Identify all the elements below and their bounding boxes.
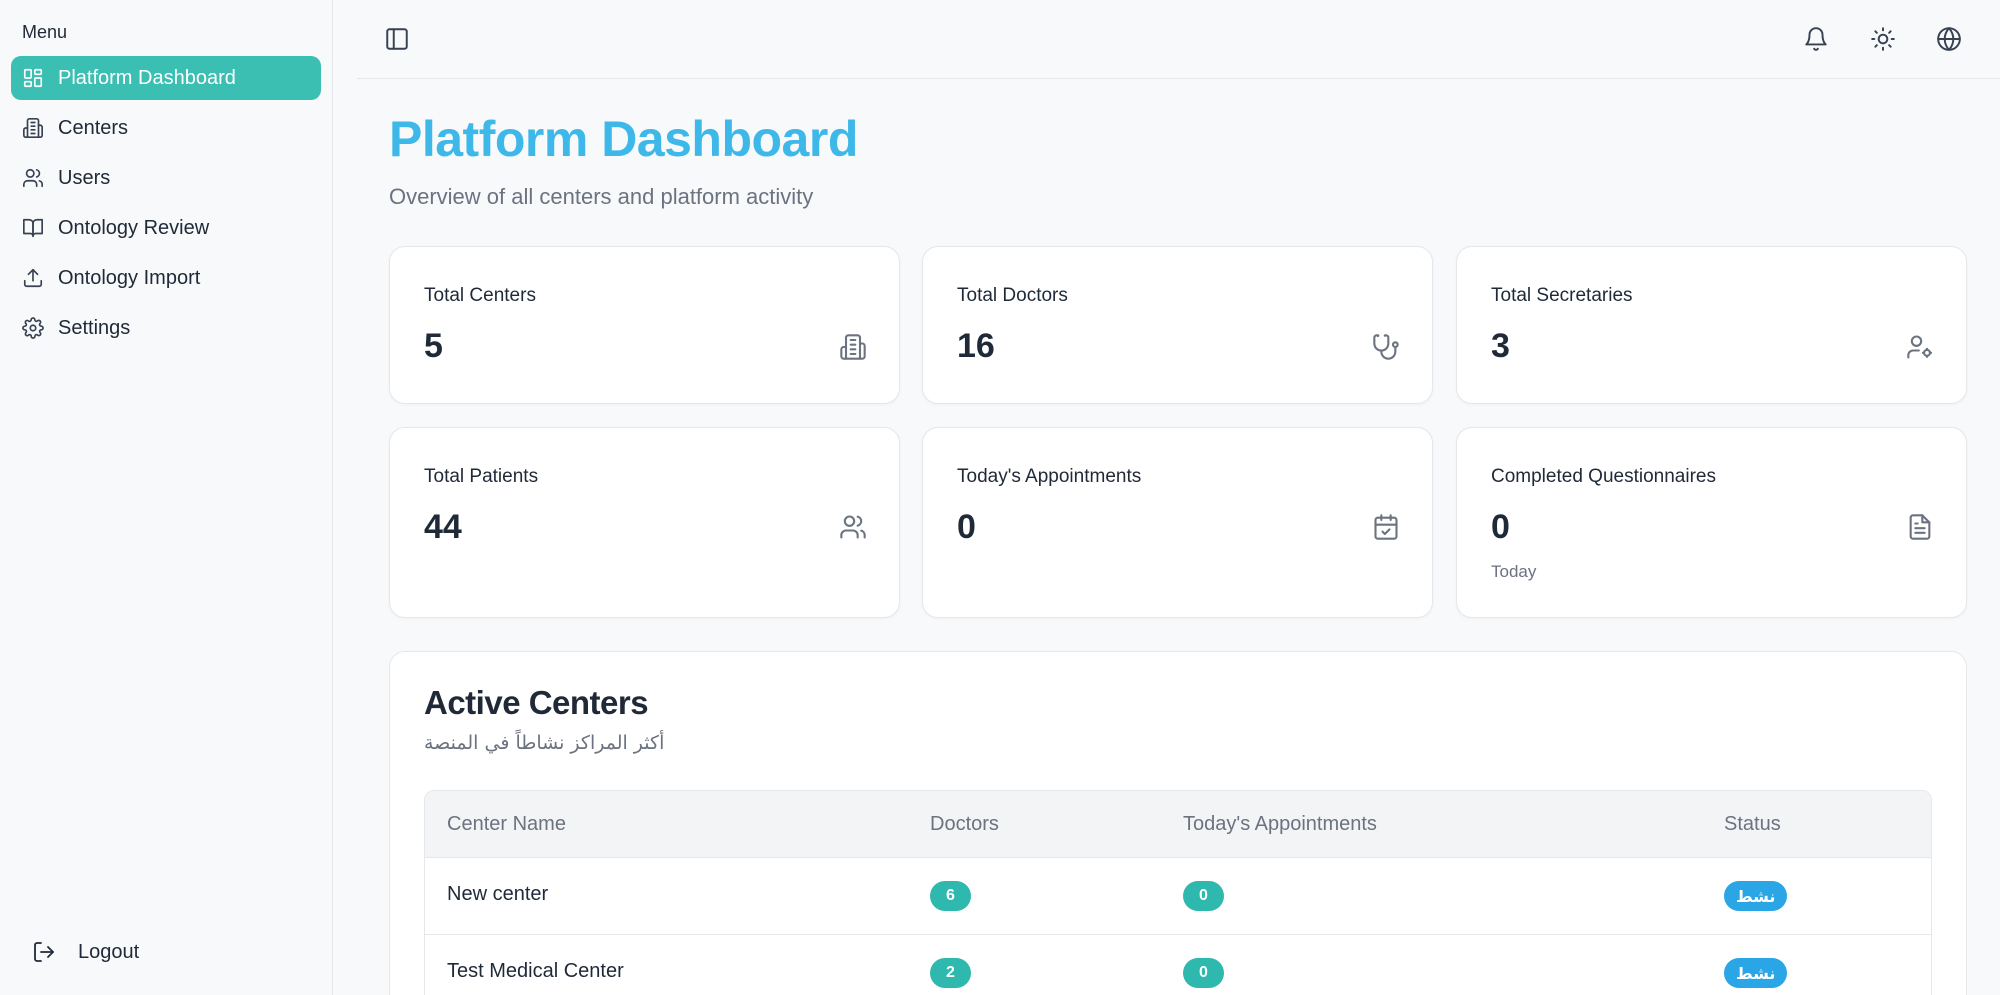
document-icon xyxy=(1906,513,1934,541)
stat-value: 44 xyxy=(424,508,462,546)
doctors-count-badge: 2 xyxy=(930,958,971,988)
sidebar-item-users[interactable]: Users xyxy=(11,156,321,200)
stat-value: 0 xyxy=(957,508,976,546)
logout-icon xyxy=(32,940,56,964)
centers-table: Center Name Doctors Today's Appointments… xyxy=(424,790,1932,995)
stat-sub: Today xyxy=(1491,562,1537,581)
stat-label: Total Secretaries xyxy=(1491,285,1633,306)
stat-card-total-patients: Total Patients 44 xyxy=(389,427,900,618)
sidebar-item-label: Ontology Import xyxy=(58,266,201,289)
bell-icon[interactable] xyxy=(1803,26,1829,52)
column-header-status[interactable]: Status xyxy=(1724,813,1781,835)
building-icon xyxy=(839,333,867,361)
stat-label: Total Centers xyxy=(424,285,536,306)
sidebar-item-platform-dashboard[interactable]: Platform Dashboard xyxy=(11,56,321,100)
building-icon xyxy=(22,117,44,139)
sidebar-item-label: Ontology Review xyxy=(58,216,210,239)
sidebar: Menu Platform Dashboard Centers Users On… xyxy=(0,0,333,995)
stat-label: Completed Questionnaires xyxy=(1491,466,1716,487)
logout-label: Logout xyxy=(78,940,140,963)
upload-icon xyxy=(22,267,44,289)
stat-label: Total Doctors xyxy=(957,285,1068,306)
sidebar-nav: Platform Dashboard Centers Users Ontolog… xyxy=(11,56,321,356)
sidebar-item-label: Users xyxy=(58,166,111,189)
menu-label: Menu xyxy=(22,22,68,42)
stat-card-total-secretaries: Total Secretaries 3 xyxy=(1456,246,1967,404)
appointments-count-badge: 0 xyxy=(1183,881,1224,911)
stat-label: Total Patients xyxy=(424,466,539,487)
center-name: Test Medical Center xyxy=(447,960,624,982)
column-header-todays-appointments[interactable]: Today's Appointments xyxy=(1183,813,1377,835)
sidebar-item-label: Settings xyxy=(58,316,131,339)
globe-icon[interactable] xyxy=(1936,26,1962,52)
page-title: Platform Dashboard xyxy=(389,111,858,167)
dashboard-icon xyxy=(22,67,44,89)
sidebar-toggle-icon[interactable] xyxy=(384,26,410,52)
stat-card-total-centers: Total Centers 5 xyxy=(389,246,900,404)
sidebar-item-ontology-import[interactable]: Ontology Import xyxy=(11,256,321,300)
stat-value: 3 xyxy=(1491,327,1510,365)
table-header: Center Name Doctors Today's Appointments… xyxy=(425,791,1931,858)
doctors-count-badge: 6 xyxy=(930,881,971,911)
stat-card-todays-appointments: Today's Appointments 0 xyxy=(922,427,1433,618)
panel-subtitle: أكثر المراكز نشاطاً في المنصة xyxy=(424,732,665,754)
gear-icon xyxy=(22,317,44,339)
table-row[interactable]: New center 6 0 نشط xyxy=(425,858,1931,935)
stat-value: 5 xyxy=(424,327,443,365)
column-header-doctors[interactable]: Doctors xyxy=(930,813,999,835)
stat-value: 0 xyxy=(1491,508,1510,546)
appointments-count-badge: 0 xyxy=(1183,958,1224,988)
sidebar-item-label: Centers xyxy=(58,116,129,139)
logout-button[interactable]: Logout xyxy=(32,940,139,964)
users-icon xyxy=(22,167,44,189)
stethoscope-icon xyxy=(1372,333,1400,361)
page-subtitle: Overview of all centers and platform act… xyxy=(389,184,814,209)
status-badge: نشط xyxy=(1724,881,1788,911)
book-icon xyxy=(22,217,44,239)
topbar xyxy=(357,0,2000,79)
stat-value: 16 xyxy=(957,327,995,365)
stat-card-total-doctors: Total Doctors 16 xyxy=(922,246,1433,404)
sun-icon[interactable] xyxy=(1870,26,1896,52)
panel-title: Active Centers xyxy=(424,684,649,721)
sidebar-item-centers[interactable]: Centers xyxy=(11,106,321,150)
calendar-check-icon xyxy=(1372,513,1400,541)
users-icon xyxy=(839,513,867,541)
status-badge: نشط xyxy=(1724,958,1788,988)
user-cog-icon xyxy=(1906,333,1934,361)
stat-card-completed-questionnaires: Completed Questionnaires 0 Today xyxy=(1456,427,1967,618)
sidebar-item-settings[interactable]: Settings xyxy=(11,306,321,350)
table-row[interactable]: Test Medical Center 2 0 نشط xyxy=(425,935,1931,995)
active-centers-panel: Active Centers أكثر المراكز نشاطاً في ال… xyxy=(389,651,1967,995)
sidebar-item-label: Platform Dashboard xyxy=(58,66,236,89)
stat-label: Today's Appointments xyxy=(957,466,1142,487)
sidebar-item-ontology-review[interactable]: Ontology Review xyxy=(11,206,321,250)
center-name: New center xyxy=(447,883,549,905)
column-header-center-name[interactable]: Center Name xyxy=(447,813,566,835)
